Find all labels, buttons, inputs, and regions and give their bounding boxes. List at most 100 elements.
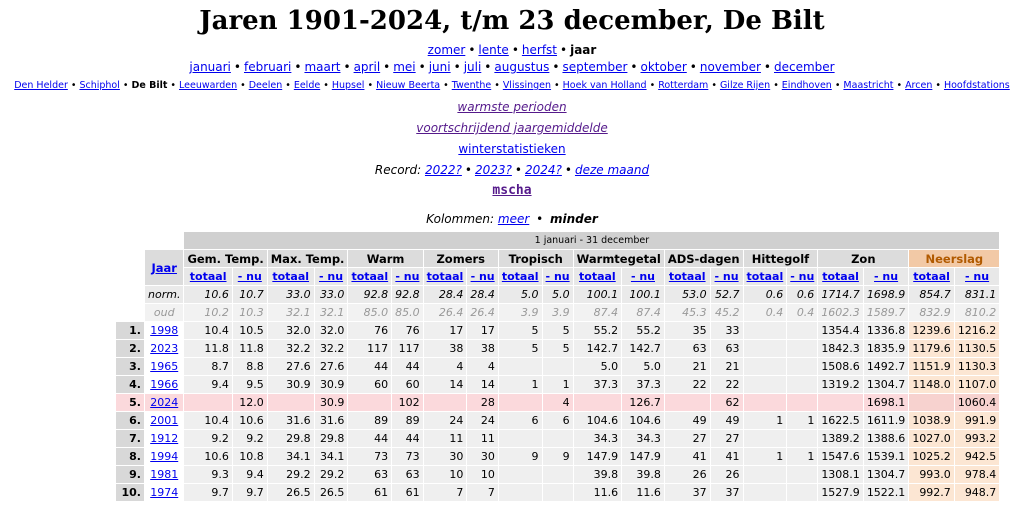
sort-nu-max-temp-link[interactable]: - nu	[319, 270, 344, 283]
month-link-mei[interactable]: mei	[393, 60, 416, 74]
station-link-gilze-rijen[interactable]: Gilze Rijen	[719, 80, 771, 91]
record-link-2023[interactable]: 2023?	[474, 163, 512, 177]
sort-nu-tropisch-link[interactable]: - nu	[545, 270, 570, 283]
value-cell: 1151.9	[909, 358, 954, 375]
sort-totaal-tropisch-link[interactable]: totaal	[501, 270, 539, 283]
station-link-hoofdstations[interactable]: Hoofdstations	[943, 80, 1010, 91]
sort-totaal-hittegolf-link[interactable]: totaal	[746, 270, 784, 283]
station-link-den-helder[interactable]: Den Helder	[14, 80, 68, 91]
value-cell: 104.6	[573, 412, 622, 429]
station-link-arcen[interactable]: Arcen	[905, 80, 933, 91]
warmste-perioden-link[interactable]: warmste perioden	[457, 100, 567, 114]
mscha-link[interactable]: mscha	[492, 183, 532, 198]
month-link-juli[interactable]: juli	[463, 60, 482, 74]
month-link-januari[interactable]: januari	[189, 60, 231, 74]
value-cell: 52.7	[710, 286, 743, 303]
value-cell: 10.5	[232, 322, 267, 339]
season-nav: zomer • lente • herfst • jaar	[0, 43, 1024, 57]
sort-by-jaar-link[interactable]: Jaar	[151, 260, 177, 275]
voortschrijdend-link[interactable]: voortschrijdend jaargemiddelde	[416, 121, 608, 135]
value-cell: 34.1	[314, 448, 348, 465]
record-link-2022[interactable]: 2022?	[424, 163, 462, 177]
value-cell: 942.5	[954, 448, 1000, 465]
separator-dot: •	[418, 60, 426, 74]
sub-header-cell: - nu	[863, 268, 909, 285]
month-link-september[interactable]: september	[562, 60, 628, 74]
group-header-hittegolf: Hittegolf	[743, 250, 818, 267]
station-link-hoek-van-holland[interactable]: Hoek van Holland	[562, 80, 647, 91]
station-link-hupsel[interactable]: Hupsel	[331, 80, 365, 91]
sort-totaal-warm-link[interactable]: totaal	[351, 270, 389, 283]
sort-nu-warmtegetal-link[interactable]: - nu	[630, 270, 655, 283]
value-cell: 9.7	[232, 484, 267, 501]
year-link-1965[interactable]: 1965	[150, 360, 179, 373]
value-cell: 1060.4	[954, 394, 1000, 411]
month-link-december[interactable]: december	[774, 60, 835, 74]
sort-nu-zomers-link[interactable]: - nu	[470, 270, 495, 283]
record-link-2024[interactable]: 2024?	[524, 163, 562, 177]
sort-nu-hittegolf-link[interactable]: - nu	[790, 270, 815, 283]
sort-nu-gem-temp-link[interactable]: - nu	[237, 270, 262, 283]
station-link-leeuwarden[interactable]: Leeuwarden	[179, 80, 238, 91]
value-cell: 1179.6	[909, 340, 954, 357]
value-cell: 89	[348, 412, 392, 429]
season-link-lente[interactable]: lente	[478, 43, 509, 57]
station-link-eelde[interactable]: Eelde	[293, 80, 321, 91]
value-cell: 9.7	[184, 484, 232, 501]
kolommen-meer-link[interactable]: meer	[497, 212, 530, 226]
value-cell: 1611.9	[863, 412, 909, 429]
separator-dot: •	[367, 80, 374, 91]
year-link-1981[interactable]: 1981	[150, 468, 179, 481]
value-cell: 1130.5	[954, 340, 1000, 357]
month-link-augustus[interactable]: augustus	[494, 60, 550, 74]
value-cell: 6	[498, 412, 542, 429]
month-link-juni[interactable]: juni	[428, 60, 451, 74]
year-link-2024[interactable]: 2024	[150, 396, 179, 409]
station-link-eindhoven[interactable]: Eindhoven	[781, 80, 832, 91]
sort-totaal-zon-link[interactable]: totaal	[822, 270, 859, 283]
year-link-1966[interactable]: 1966	[150, 378, 179, 391]
station-link-rotterdam[interactable]: Rotterdam	[658, 80, 709, 91]
value-cell: 44	[392, 358, 423, 375]
sort-totaal-zomers-link[interactable]: totaal	[426, 270, 464, 283]
year-link-1994[interactable]: 1994	[150, 450, 179, 463]
sort-nu-zon-link[interactable]: - nu	[874, 270, 899, 283]
sort-totaal-gem-temp-link[interactable]: totaal	[189, 270, 227, 283]
record-link-deze-maand[interactable]: deze maand	[574, 163, 650, 177]
station-link-twenthe[interactable]: Twenthe	[451, 80, 492, 91]
season-link-zomer[interactable]: zomer	[427, 43, 466, 57]
month-link-november[interactable]: november	[699, 60, 761, 74]
year-link-2023[interactable]: 2023	[150, 342, 179, 355]
value-cell: 38	[467, 340, 498, 357]
sort-nu-ads-dagen-link[interactable]: - nu	[714, 270, 739, 283]
station-link-maastricht[interactable]: Maastricht	[843, 80, 894, 91]
station-link-vlissingen[interactable]: Vlissingen	[502, 80, 552, 91]
year-link-1912[interactable]: 1912	[150, 432, 179, 445]
sort-totaal-warmtegetal-link[interactable]: totaal	[579, 270, 616, 283]
year-link-2001[interactable]: 2001	[150, 414, 179, 427]
station-link-nieuw-beerta[interactable]: Nieuw Beerta	[376, 80, 441, 91]
value-cell: 10.2	[184, 304, 232, 321]
value-cell: 32.0	[267, 322, 314, 339]
value-cell	[743, 358, 787, 375]
station-link-deelen[interactable]: Deelen	[248, 80, 283, 91]
sort-nu-warm-link[interactable]: - nu	[395, 270, 420, 283]
value-cell: 9.4	[184, 376, 232, 393]
month-link-april[interactable]: april	[353, 60, 381, 74]
month-link-februari[interactable]: februari	[243, 60, 292, 74]
sort-totaal-neerslag-link[interactable]: totaal	[913, 270, 950, 283]
value-cell: 44	[348, 430, 392, 447]
month-link-maart[interactable]: maart	[304, 60, 341, 74]
season-link-herfst[interactable]: herfst	[521, 43, 558, 57]
value-cell: 5.0	[498, 286, 542, 303]
sort-nu-neerslag-link[interactable]: - nu	[965, 270, 990, 283]
sort-totaal-max-temp-link[interactable]: totaal	[272, 270, 310, 283]
winterstatistieken-link[interactable]: winterstatistieken	[458, 142, 566, 156]
month-link-oktober[interactable]: oktober	[640, 60, 687, 74]
value-cell: 978.4	[954, 466, 1000, 483]
year-link-1998[interactable]: 1998	[150, 324, 179, 337]
value-cell: 30.9	[314, 394, 348, 411]
station-link-schiphol[interactable]: Schiphol	[79, 80, 120, 91]
sort-totaal-ads-dagen-link[interactable]: totaal	[668, 270, 706, 283]
year-link-1974[interactable]: 1974	[150, 486, 179, 499]
